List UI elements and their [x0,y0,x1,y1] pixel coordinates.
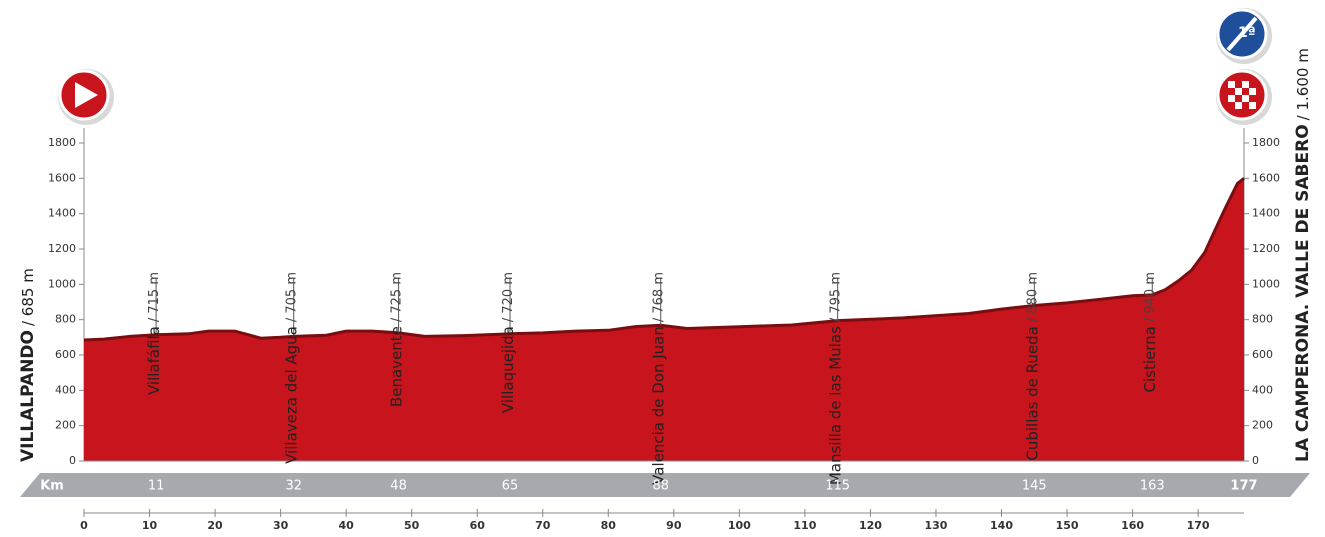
km-label: 48 [390,479,407,494]
finish-altitude: / 1.600 m [1294,48,1312,120]
waypoint-name: Villafáfila [145,326,163,395]
waypoint-label: Cubillas de Rueda / 880 m [1023,272,1041,461]
waypoint-name: Valencia de Don Juan [649,326,667,485]
finish-label: LA CAMPERONA. VALLE DE SABERO / 1.600 m [1293,48,1313,462]
x-tick-label: 90 [666,519,682,532]
y-tick-label: 1800 [48,136,76,149]
waypoint-name: Cubillas de Rueda [1023,326,1041,461]
y-tick-label: 800 [55,313,76,326]
profile-area [84,178,1244,462]
y-tick-label: 1000 [48,277,76,290]
y-tick-label: 600 [55,348,76,361]
waypoint-name: Villaveza del Agua [282,326,300,464]
x-tick-label: 150 [1056,519,1079,532]
waypoint-name: Cistierna [1141,326,1159,392]
y-tick-label: 1600 [48,171,76,184]
km-label: 65 [502,479,519,494]
start-altitude: / 685 m [19,268,37,326]
waypoint-label: Villafáfila / 715 m [145,272,163,395]
y-tick-label: 1400 [1252,207,1280,220]
waypoint-altitude: / 768 m [651,272,666,322]
category-icon [1216,8,1272,64]
km-label: 32 [285,479,302,494]
waypoint-altitude: / 795 m [828,272,843,322]
x-tick-label: 100 [728,519,751,532]
y-tick-label: 800 [1252,313,1273,326]
x-tick-label: 40 [338,519,354,532]
y-tick-label: 200 [1252,419,1273,432]
x-tick-label: 160 [1121,519,1144,532]
category-label: 1ª [1238,25,1256,41]
km-label: 145 [1022,479,1047,494]
x-tick-label: 50 [404,519,420,532]
waypoint-altitude: / 880 m [1025,272,1040,322]
start-icon [58,69,114,125]
y-tick-label: 1200 [48,242,76,255]
km-label: 11 [148,479,165,494]
waypoint-label: Valencia de Don Juan / 768 m [649,272,667,485]
finish-km: 177 [1230,479,1257,494]
waypoint-label: Benavente / 725 m [387,272,405,407]
y-tick-label: 1000 [1252,277,1280,290]
x-tick-label: 20 [207,519,223,532]
x-tick-label: 0 [80,519,88,532]
x-tick-label: 60 [470,519,486,532]
y-tick-label: 400 [55,383,76,396]
waypoint-altitude: / 940 m [1143,272,1158,322]
y-tick-label: 1600 [1252,171,1280,184]
start-name: VILLALPANDO [18,330,38,462]
waypoint-altitude: / 715 m [147,272,162,322]
km-label: 88 [652,479,669,494]
waypoint-label: Mansilla de las Mulas / 795 m [826,272,844,485]
waypoint-altitude: / 720 m [500,272,515,322]
waypoint-name: Benavente [387,326,405,407]
y-tick-label: 200 [55,419,76,432]
km-label: 115 [825,479,850,494]
y-tick-label: 1200 [1252,242,1280,255]
x-tick-label: 170 [1187,519,1210,532]
waypoint-label: Villaquejida / 720 m [498,272,516,413]
y-tick-label: 1800 [1252,136,1280,149]
finish-icon [1216,69,1272,125]
x-tick-label: 130 [924,519,947,532]
profile-edge [83,177,1245,342]
x-tick-label: 70 [535,519,551,532]
y-tick-label: 1400 [48,207,76,220]
y-tick-label: 0 [69,454,76,467]
y-tick-label: 400 [1252,383,1273,396]
x-tick-label: 80 [601,519,617,532]
waypoint-name: Mansilla de las Mulas [826,326,844,485]
km-label: 163 [1140,479,1165,494]
x-tick-label: 30 [273,519,289,532]
finish-name: LA CAMPERONA. VALLE DE SABERO [1293,124,1313,462]
waypoint-altitude: / 705 m [284,272,299,322]
x-tick-label: 110 [793,519,816,532]
y-tick-label: 600 [1252,348,1273,361]
x-tick-label: 10 [142,519,158,532]
x-tick-label: 140 [990,519,1013,532]
waypoint-label: Cistierna / 940 m [1141,272,1159,392]
x-tick-label: 120 [859,519,882,532]
waypoint-altitude: / 725 m [389,272,404,322]
km-band [20,473,1310,497]
waypoint-label: Villaveza del Agua / 705 m [282,272,300,464]
start-label: VILLALPANDO / 685 m [18,268,38,462]
y-tick-label: 0 [1252,454,1259,467]
km-unit: Km [40,479,64,494]
waypoint-name: Villaquejida [498,326,516,413]
